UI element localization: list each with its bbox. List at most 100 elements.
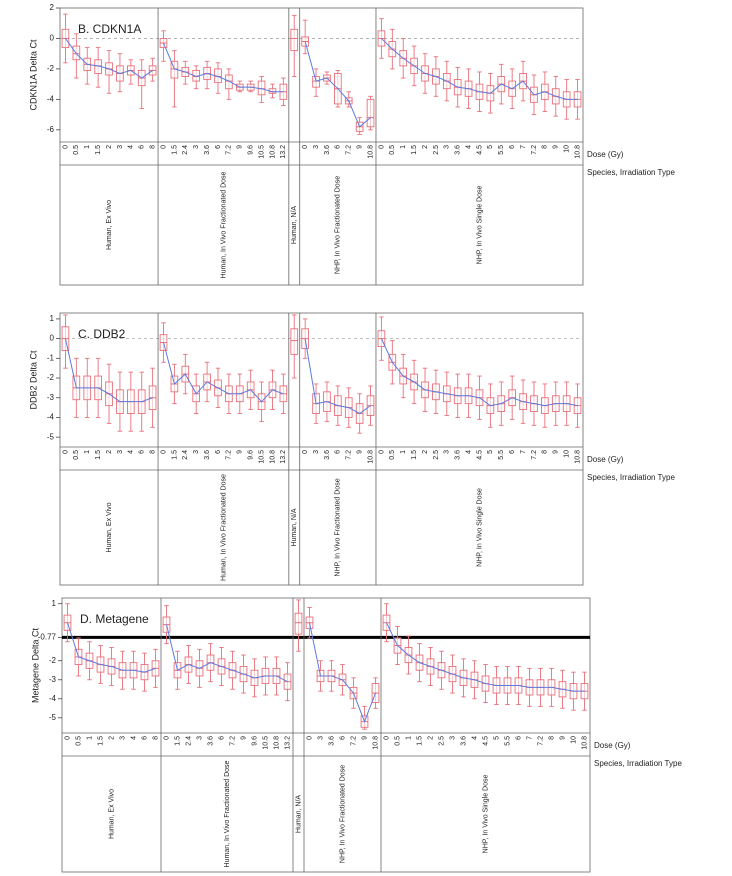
dose-label: 6 — [509, 145, 516, 149]
dose-label: 7 — [520, 450, 527, 454]
group-axis-label: Species, Irradiation Type — [587, 168, 675, 177]
dose-label: 1.5 — [411, 450, 418, 460]
dose-label: 3.6 — [455, 450, 462, 460]
dose-label: 2.5 — [433, 450, 440, 460]
median-trend — [163, 342, 284, 403]
dose-label: 13.2 — [280, 145, 287, 159]
dose-label: 3 — [119, 736, 126, 740]
dose-label: 4.5 — [476, 145, 483, 155]
dose-label: 7.2 — [346, 450, 353, 460]
dose-label: 1.5 — [416, 736, 423, 746]
dose-label: 9 — [237, 145, 244, 149]
dose-label: 9 — [553, 450, 560, 454]
dose-label: 9 — [553, 145, 560, 149]
y-tick-label: -5 — [47, 432, 55, 441]
group-label: Human, In Vivo Fractionated Dose — [220, 474, 227, 581]
dose-label: 1.5 — [411, 145, 418, 155]
dose-label: 0 — [378, 450, 385, 454]
dose-label: 2 — [422, 145, 429, 149]
dose-label: 1.5 — [171, 145, 178, 155]
dose-label: 3 — [313, 145, 320, 149]
group-label: NHP, In Vivo Fractionated Dose — [335, 478, 342, 576]
median-trend — [381, 38, 578, 100]
dose-label: 7.2 — [226, 450, 233, 460]
dose-label: 10.5 — [262, 736, 269, 750]
dose-label: 6 — [335, 450, 342, 454]
dose-label: 1.5 — [97, 736, 104, 746]
y-tick-label: -1 — [47, 353, 55, 362]
y-tick-label: -4 — [49, 694, 57, 703]
dose-label: 6 — [335, 145, 342, 149]
median-trend — [65, 38, 153, 79]
dose-label: 0 — [62, 450, 69, 454]
dose-label: 3.6 — [204, 450, 211, 460]
dose-label: 4 — [465, 145, 472, 149]
median-trend — [304, 41, 371, 128]
dose-label: 10.8 — [574, 450, 581, 464]
dose-label: 13.2 — [284, 736, 291, 750]
dose-label: 8 — [548, 736, 555, 740]
y-tick-label: 2 — [50, 3, 55, 12]
dose-label: 3.6 — [324, 450, 331, 460]
y-tick-label: -6 — [47, 125, 55, 134]
dose-label: 0 — [62, 145, 69, 149]
plot-frame — [61, 597, 591, 873]
dose-label: 9 — [559, 736, 566, 740]
box — [294, 612, 303, 635]
dose-label: 7.2 — [537, 736, 544, 746]
median-trend — [166, 624, 288, 683]
dose-label: 6 — [515, 736, 522, 740]
chart-title: D. Metagene — [80, 612, 149, 626]
group-label: NHP, In Vivo Single Dose — [476, 186, 483, 265]
dose-label: 5 — [493, 736, 500, 740]
dose-label: 0 — [64, 736, 71, 740]
y-axis-label: CDKN1A Delta Ct — [28, 39, 38, 111]
dose-label: 1 — [400, 145, 407, 149]
dose-label: 3 — [449, 736, 456, 740]
dose-label: 0.5 — [73, 145, 80, 155]
dose-label: 1 — [405, 736, 412, 740]
dose-label: 9 — [361, 736, 368, 740]
dose-label: 0 — [163, 736, 170, 740]
dose-label: 7.2 — [531, 145, 538, 155]
group-label: NHP, In Vivo Single Dose — [476, 488, 483, 567]
dose-label: 8 — [542, 450, 549, 454]
dose-label: 6 — [509, 450, 516, 454]
plot-frame — [59, 7, 584, 286]
dose-label: 0 — [383, 736, 390, 740]
dose-label: 10.5 — [258, 450, 265, 464]
median-trend — [380, 338, 578, 407]
dose-label: 0 — [160, 450, 167, 454]
dose-label: 4.5 — [482, 736, 489, 746]
dose-label: 8 — [152, 736, 159, 740]
x-axis-label: Dose (Gy) — [594, 741, 631, 750]
dose-label: 9.6 — [251, 736, 258, 746]
median-trend — [304, 338, 371, 415]
dose-label: 10.8 — [574, 145, 581, 159]
dose-label: 8 — [149, 450, 156, 454]
dose-label: 10 — [564, 450, 571, 458]
dose-label: 3.6 — [455, 145, 462, 155]
dose-label: 2 — [106, 450, 113, 454]
dose-label: 2.4 — [182, 450, 189, 460]
dose-label: 9 — [356, 450, 363, 454]
y-tick-label: 1 — [50, 314, 55, 323]
dose-label: 2.5 — [438, 736, 445, 746]
dose-label: 4 — [465, 450, 472, 454]
dose-label: 9.6 — [248, 145, 255, 155]
dose-label: 8 — [542, 145, 549, 149]
box — [225, 74, 233, 90]
dose-label: 10.8 — [273, 736, 280, 750]
dose-label: 6 — [139, 145, 146, 149]
dose-label: 0 — [302, 145, 309, 149]
group-label: Human, N/A — [295, 795, 302, 833]
dose-label: 6 — [215, 145, 222, 149]
dose-label: 10.5 — [258, 145, 265, 159]
box — [290, 28, 299, 52]
median-trend — [163, 42, 284, 93]
group-label: Human, In Vivo Fractionated Dose — [220, 171, 227, 278]
dose-label: 3 — [196, 736, 203, 740]
dose-label: 5.5 — [504, 736, 511, 746]
box — [366, 98, 375, 128]
